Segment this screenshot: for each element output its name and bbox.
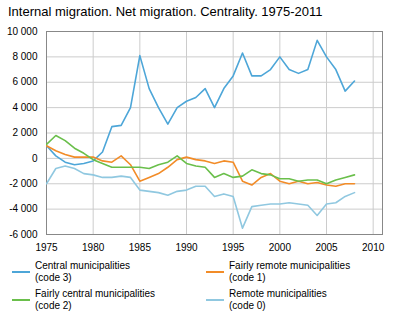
svg-text:8 000: 8 000 xyxy=(12,51,37,62)
svg-text:1980: 1980 xyxy=(82,242,105,253)
svg-text:-2 000: -2 000 xyxy=(9,178,38,189)
html-text:Internal migration. Net migrat: Internal migration. Net migration. Centr… xyxy=(8,4,323,19)
svg-text:6 000: 6 000 xyxy=(12,76,37,87)
svg-text:2005: 2005 xyxy=(315,242,338,253)
svg-text:0: 0 xyxy=(32,153,38,164)
html-text:Fairly central municipalities: Fairly central municipalities (code 2) xyxy=(35,288,155,311)
svg-text:1975: 1975 xyxy=(35,242,58,253)
svg-text:-6 000: -6 000 xyxy=(9,229,38,240)
svg-text:2010: 2010 xyxy=(362,242,385,253)
svg-text:2 000: 2 000 xyxy=(12,127,37,138)
svg-text:2000: 2000 xyxy=(269,242,292,253)
svg-text:1985: 1985 xyxy=(129,242,152,253)
svg-text:1995: 1995 xyxy=(222,242,245,253)
html-text:Remote municipalities (code 0): Remote municipalities (code 0) xyxy=(229,288,327,311)
svg-text:10 000: 10 000 xyxy=(7,26,38,37)
html-text:Fairly remote municipalities (: Fairly remote municipalities (code 1) xyxy=(229,260,351,283)
html-text:Central municipalities (code 3: Central municipalities (code 3) xyxy=(35,260,130,283)
svg-text:1990: 1990 xyxy=(175,242,198,253)
svg-text:-4 000: -4 000 xyxy=(9,203,38,214)
svg-text:4 000: 4 000 xyxy=(12,102,37,113)
